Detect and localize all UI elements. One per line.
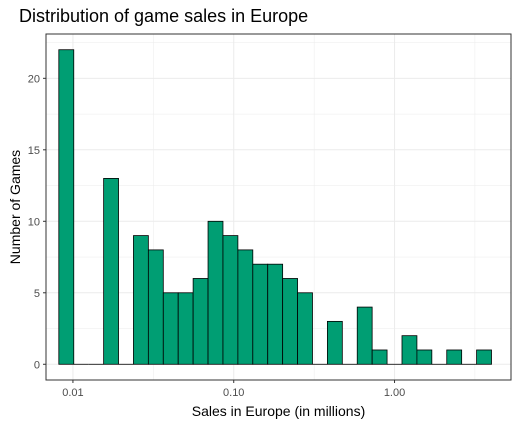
y-tick-label: 10	[28, 216, 40, 228]
histogram-bar	[207, 220, 224, 365]
axis-ticks: 0 5 10 15 20 0.01 0.10 1.00	[28, 73, 405, 399]
x-tick-label: 0.01	[62, 387, 83, 399]
y-tick-label: 20	[28, 73, 40, 85]
histogram-bar	[297, 292, 313, 365]
x-axis-title: Sales in Europe (in millions)	[192, 403, 366, 419]
histogram-bar	[282, 278, 298, 365]
y-axis-title: Number of Games	[7, 150, 23, 264]
histogram-bar	[133, 235, 149, 365]
x-tick-label: 1.00	[384, 387, 405, 399]
histogram-bar	[103, 178, 119, 365]
histogram-bar	[252, 263, 269, 365]
histogram-bar	[58, 49, 75, 365]
histogram-bar	[237, 249, 254, 365]
chart-title: Distribution of game sales in Europe	[19, 6, 309, 26]
y-tick-label: 0	[34, 359, 40, 371]
histogram-bars	[58, 49, 492, 365]
histogram-bar	[326, 320, 343, 365]
y-tick-label: 15	[28, 145, 40, 157]
histogram-bar	[222, 235, 239, 365]
histogram-bar	[147, 249, 164, 365]
y-tick-label: 5	[34, 288, 40, 300]
histogram-bar	[371, 349, 388, 365]
histogram-bar	[356, 306, 373, 365]
histogram-bar	[267, 263, 284, 365]
histogram-bar	[177, 292, 194, 365]
histogram-bar	[476, 349, 492, 365]
histogram-bar	[401, 335, 418, 365]
panel-border	[45, 33, 512, 381]
histogram-bar	[192, 278, 209, 365]
histogram-bar	[446, 349, 463, 365]
histogram-bar	[416, 349, 433, 365]
x-tick-label: 0.10	[223, 387, 244, 399]
histogram-bar	[162, 292, 179, 365]
